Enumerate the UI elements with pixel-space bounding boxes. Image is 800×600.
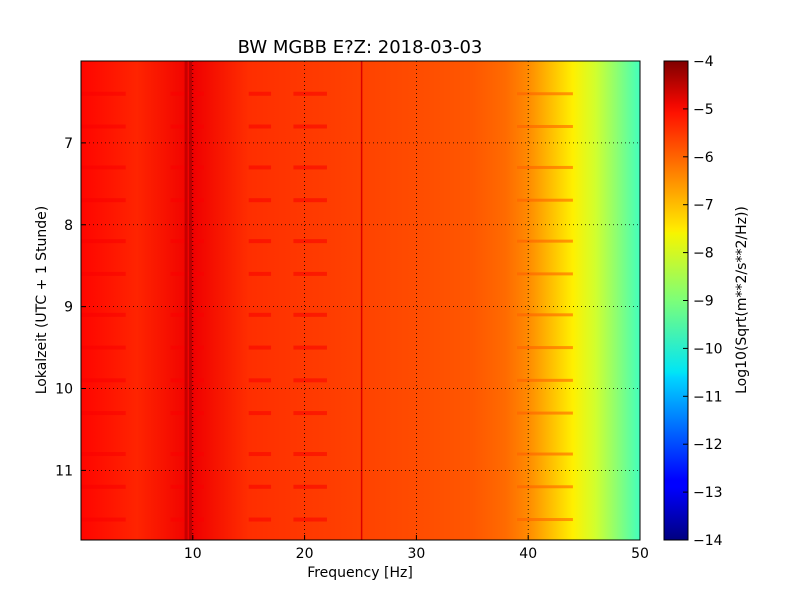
colorbar-tick-label: −12 bbox=[693, 437, 723, 453]
y-tick-label: 9 bbox=[64, 300, 73, 316]
time-band bbox=[293, 517, 327, 522]
time-band bbox=[293, 312, 327, 317]
time-band bbox=[248, 165, 272, 170]
colorbar-label: Log10(Sqrt(m**2/s**2/Hz)) bbox=[734, 206, 750, 394]
y-tick-label: 8 bbox=[64, 218, 73, 234]
time-band bbox=[248, 484, 272, 489]
time-band bbox=[248, 271, 272, 276]
y-tick-label: 10 bbox=[55, 382, 73, 398]
time-band bbox=[81, 312, 126, 317]
time-band-high bbox=[517, 198, 573, 202]
time-band bbox=[248, 91, 272, 96]
time-band-high bbox=[517, 411, 573, 415]
x-axis-label: Frequency [Hz] bbox=[307, 565, 413, 581]
colorbar-tick-label: −9 bbox=[693, 294, 714, 310]
time-band bbox=[293, 345, 327, 350]
y-axis-label: Lokalzeit (UTC + 1 Stunde) bbox=[34, 206, 50, 395]
time-band-high bbox=[517, 92, 573, 96]
time-band bbox=[248, 198, 272, 203]
colorbar-tick-label: −5 bbox=[693, 102, 714, 118]
colorbar-tick-label: −4 bbox=[693, 54, 714, 70]
time-band bbox=[81, 345, 126, 350]
time-band bbox=[293, 198, 327, 203]
time-band bbox=[81, 124, 126, 129]
x-tick-label: 10 bbox=[184, 546, 202, 562]
time-band-high bbox=[517, 272, 573, 276]
chart-title: BW MGBB E?Z: 2018-03-03 bbox=[238, 37, 483, 58]
y-axis-ticks: 7 8 9 10 11 bbox=[55, 136, 86, 479]
time-band bbox=[248, 411, 272, 416]
time-band bbox=[293, 165, 327, 170]
time-band-high bbox=[517, 165, 573, 169]
time-band bbox=[293, 91, 327, 96]
colorbar: −4 −5 −6 −7 −8 −9 −10 −11 −12 −13 −14 Log10(Sqrt(m… bbox=[663, 54, 750, 549]
colorbar-tick-label: −8 bbox=[693, 246, 714, 262]
time-band bbox=[248, 452, 272, 457]
plot-area bbox=[80, 60, 641, 541]
colorbar-ticks: −4 −5 −6 −7 −8 −9 −10 −11 −12 −13 −14 bbox=[683, 54, 723, 549]
time-band bbox=[81, 198, 126, 203]
time-band bbox=[81, 411, 126, 416]
time-band-high bbox=[517, 378, 573, 382]
time-band bbox=[81, 484, 126, 489]
time-band bbox=[81, 239, 126, 244]
colorbar-tick-label: −7 bbox=[693, 198, 714, 214]
time-band-high bbox=[517, 518, 573, 522]
spectrogram-heatmap bbox=[81, 61, 640, 540]
time-band bbox=[293, 124, 327, 129]
time-band bbox=[293, 411, 327, 416]
time-band-high bbox=[517, 485, 573, 489]
time-band bbox=[293, 271, 327, 276]
narrowband-lines bbox=[184, 61, 363, 540]
x-tick-label: 40 bbox=[519, 546, 537, 562]
time-band bbox=[248, 239, 272, 244]
y-tick-label: 7 bbox=[64, 136, 73, 152]
time-band bbox=[248, 378, 272, 383]
time-band bbox=[293, 484, 327, 489]
time-band-high bbox=[517, 239, 573, 243]
colorbar-tick-label: −11 bbox=[693, 389, 723, 405]
colorbar-tick-label: −6 bbox=[693, 150, 714, 166]
time-band bbox=[293, 378, 327, 383]
x-axis-ticks: 10 20 30 40 50 bbox=[184, 535, 649, 562]
x-tick-label: 20 bbox=[296, 546, 314, 562]
time-band bbox=[248, 345, 272, 350]
time-band bbox=[81, 452, 126, 457]
time-band-high bbox=[517, 125, 573, 129]
colorbar-tick-label: −10 bbox=[693, 341, 723, 357]
time-band bbox=[293, 452, 327, 457]
time-band bbox=[293, 239, 327, 244]
time-band-high bbox=[517, 313, 573, 317]
time-band bbox=[248, 517, 272, 522]
x-tick-label: 50 bbox=[631, 546, 649, 562]
time-band bbox=[81, 378, 126, 383]
time-band bbox=[81, 517, 126, 522]
time-band bbox=[248, 312, 272, 317]
x-tick-label: 30 bbox=[407, 546, 425, 562]
y-tick-label: 11 bbox=[55, 463, 73, 479]
colorbar-tick-label: −13 bbox=[693, 485, 723, 501]
time-band bbox=[81, 91, 126, 96]
time-band-high bbox=[517, 452, 573, 456]
colorbar-tick-label: −14 bbox=[693, 533, 723, 549]
plot-frame bbox=[80, 60, 641, 541]
time-band bbox=[248, 124, 272, 129]
time-band bbox=[81, 165, 126, 170]
time-band bbox=[81, 271, 126, 276]
time-band-high bbox=[517, 346, 573, 350]
